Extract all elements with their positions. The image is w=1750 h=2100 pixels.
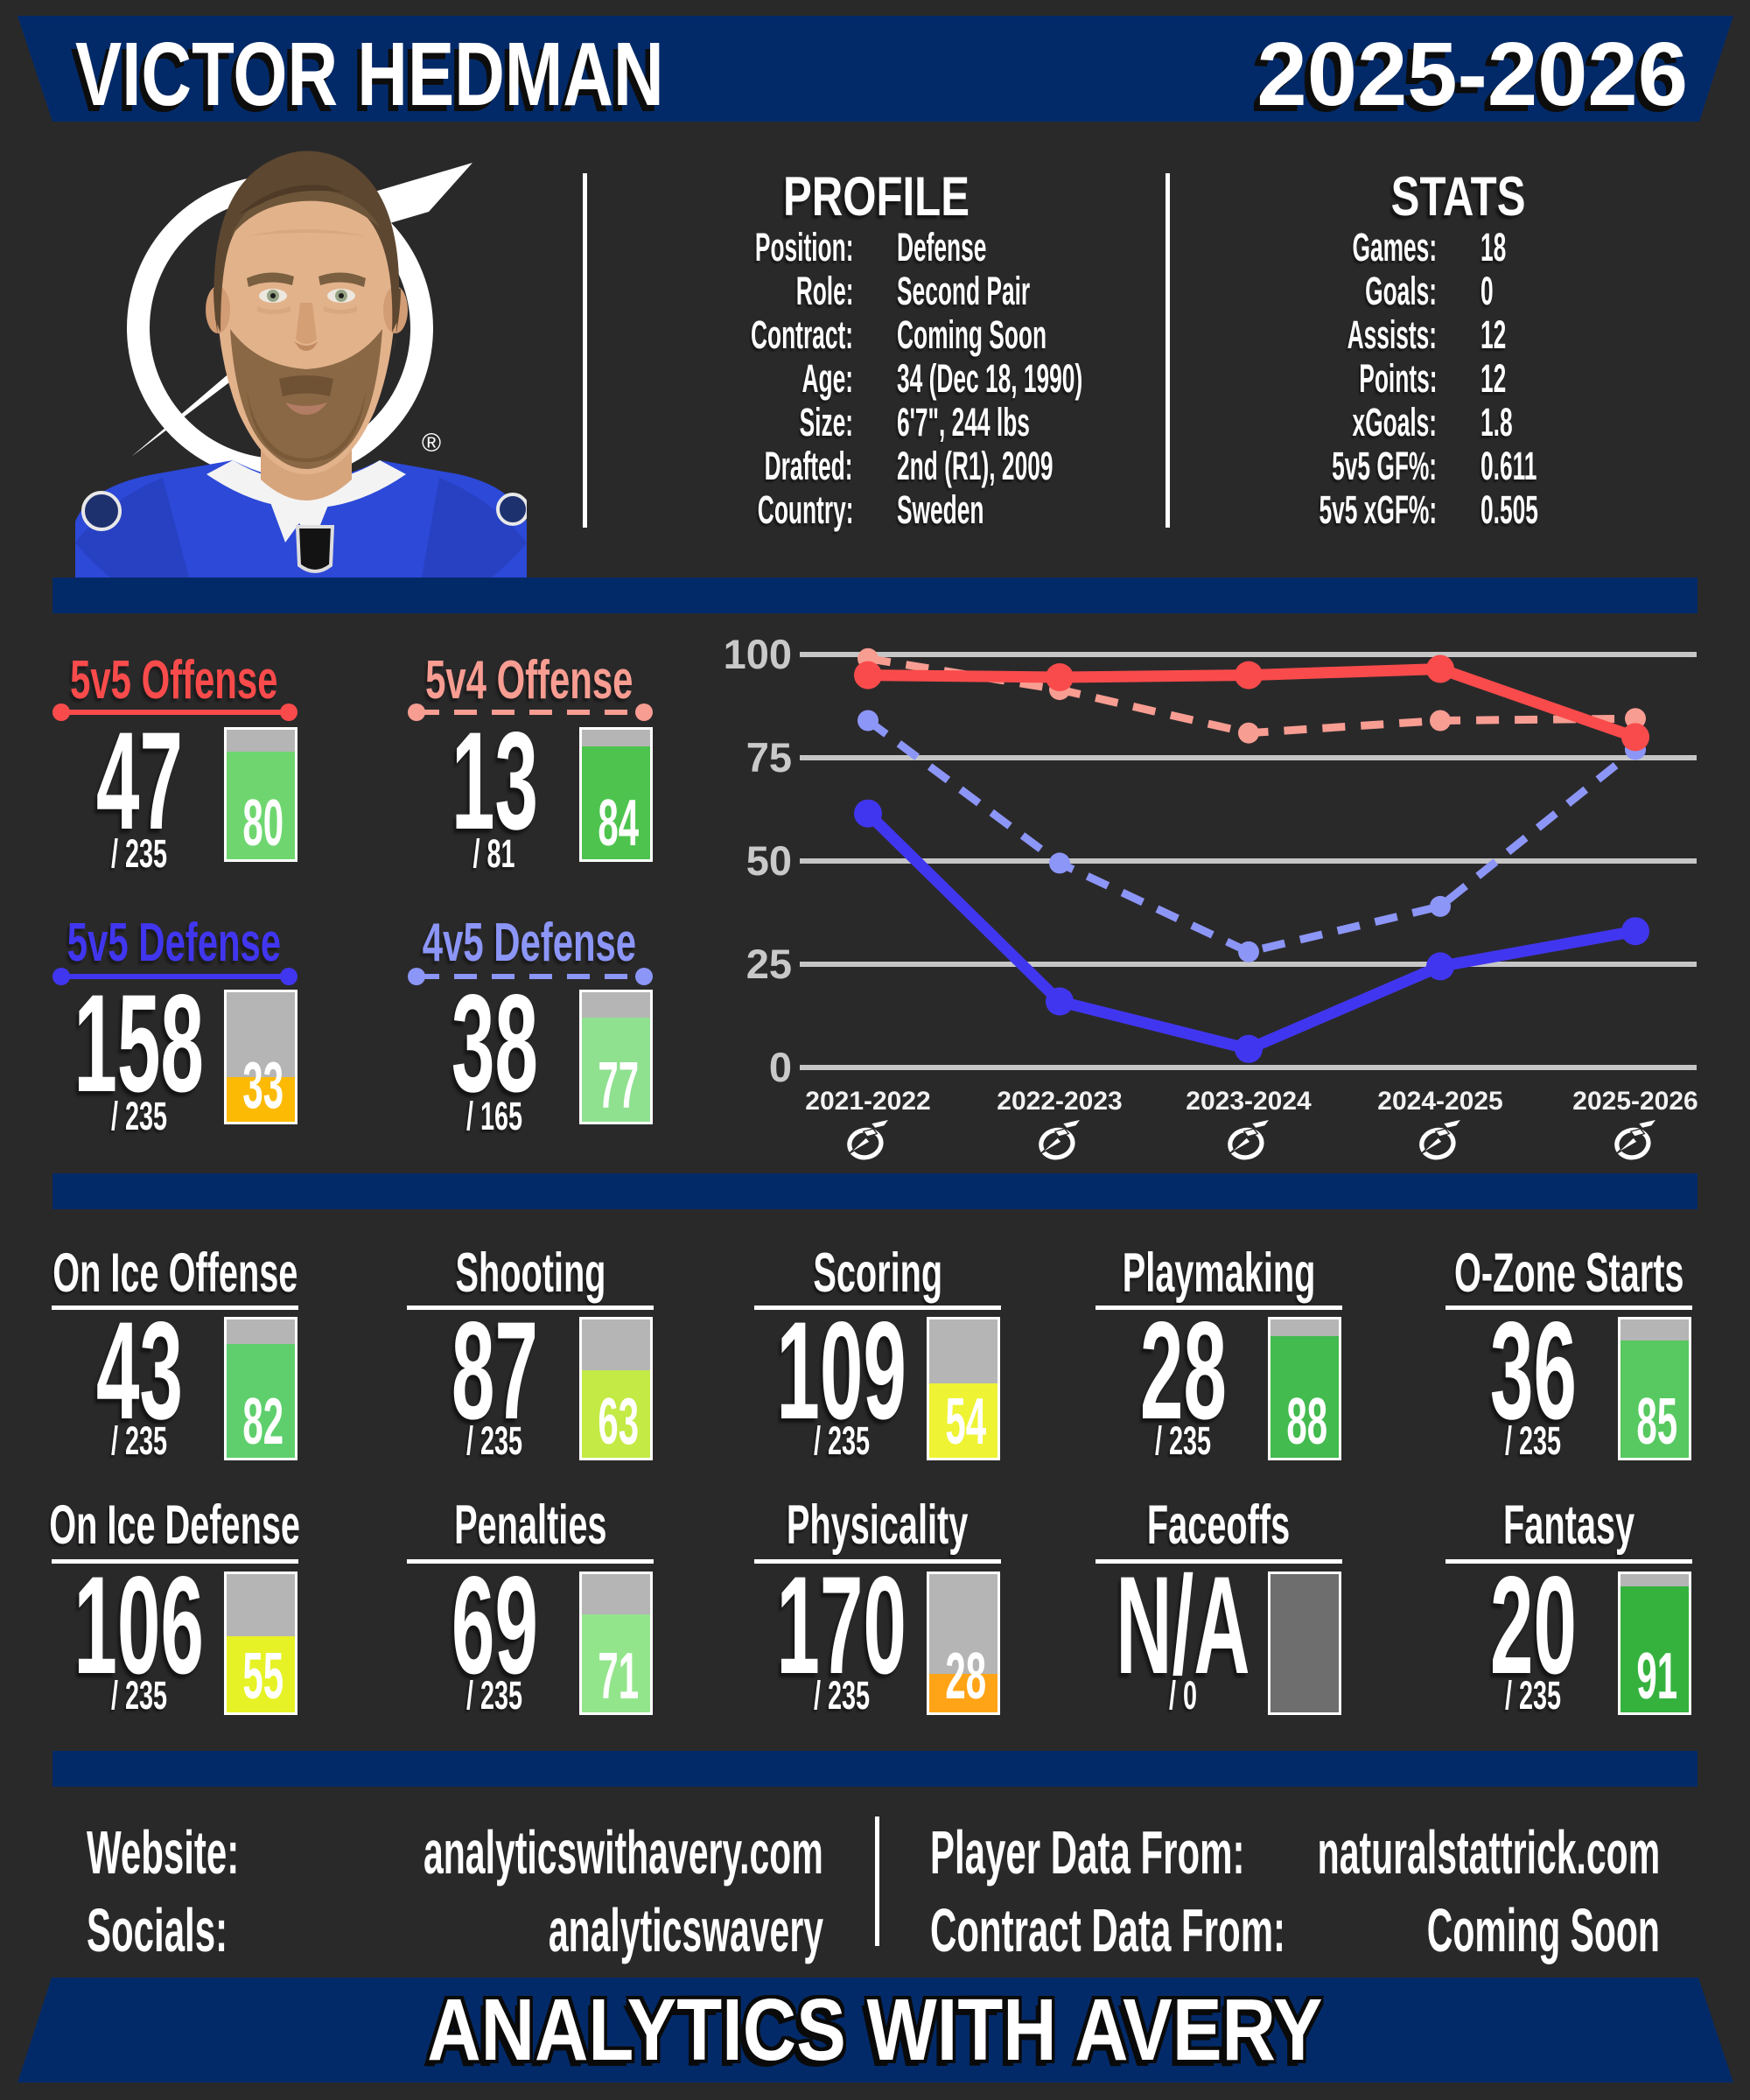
svg-text:2025-2026: 2025-2026: [1572, 1087, 1698, 1116]
svg-text:100: 100: [724, 639, 792, 677]
svg-text:®: ®: [422, 429, 441, 458]
svg-text:75: 75: [746, 734, 792, 780]
svg-text:2023-2024: 2023-2024: [1186, 1087, 1312, 1116]
svg-text:0: 0: [769, 1044, 792, 1090]
svg-text:2024-2025: 2024-2025: [1377, 1087, 1502, 1116]
svg-text:50: 50: [746, 837, 792, 884]
svg-text:2022-2023: 2022-2023: [997, 1087, 1122, 1116]
svg-text:2021-2022: 2021-2022: [805, 1087, 930, 1116]
svg-text:25: 25: [746, 941, 792, 987]
